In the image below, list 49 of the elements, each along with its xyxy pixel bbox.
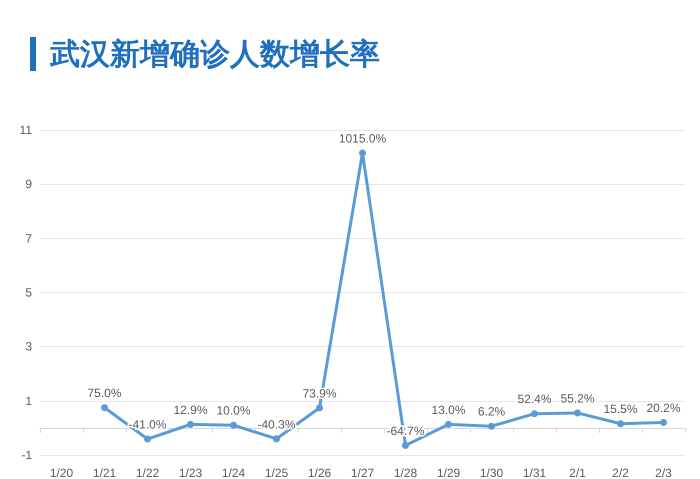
point [316,404,323,412]
point [660,418,667,426]
point [359,150,366,157]
data-label: 12.9% [173,402,208,417]
x-tick-label: 1/21 [92,466,116,479]
point [445,420,452,428]
point [402,442,409,449]
x-tick-label: 1/27 [350,466,374,479]
data-label: 1015.0% [338,132,387,146]
y-tick-label: 11 [20,123,32,137]
data-label: -40.3% [257,417,296,432]
x-tick-label: 2/3 [655,466,672,479]
data-label: 55.2% [560,391,595,406]
x-tick-label: 1/26 [308,466,332,479]
x-tick-label: 1/23 [178,466,202,479]
data-label: 15.5% [603,402,638,416]
x-tick-label: 1/22 [136,466,160,479]
y-tick-label: 7 [25,231,32,246]
y-tick-label: 3 [25,340,32,354]
y-tick-label: 1 [25,394,32,408]
point [273,435,280,442]
chart-title: 武汉新增确诊人数增长率 [50,36,380,74]
point [187,420,194,428]
point [488,422,495,430]
x-tick-label: 1/31 [522,466,546,479]
data-label: -41.0% [128,418,167,432]
x-tick-label: 1/28 [394,466,418,479]
data-label: 10.0% [216,404,251,418]
data-label: 52.4% [517,392,552,406]
y-tick-label: -1 [21,448,32,462]
data-label: 13.0% [431,402,466,417]
data-label: 75.0% [87,386,122,400]
data-label: 6.2% [478,404,506,419]
y-tick-label: 9 [25,177,32,192]
x-tick-label: 2/1 [569,466,586,479]
point [617,420,624,428]
point [531,410,538,418]
x-tick-label: 1/25 [264,466,288,479]
x-tick-label: 1/30 [480,466,504,479]
point [144,436,151,443]
y-tick-label: 5 [25,286,32,300]
point [574,409,581,416]
point [230,422,237,429]
x-tick-label: 1/20 [50,466,74,479]
data-label: 20.2% [646,400,681,415]
x-tick-label: 2/2 [612,466,630,479]
x-tick-label: 1/29 [436,466,460,479]
x-tick-label: 1/24 [222,466,246,479]
point [101,404,108,412]
